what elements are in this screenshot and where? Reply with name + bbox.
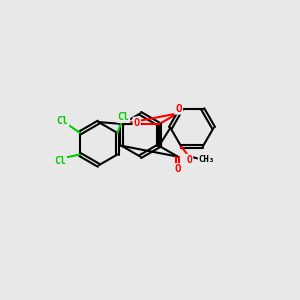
Text: Cl: Cl: [54, 156, 66, 166]
Text: CH₃: CH₃: [199, 154, 215, 164]
Text: O: O: [175, 103, 182, 114]
Text: Cl: Cl: [57, 116, 68, 126]
Text: Cl: Cl: [118, 112, 129, 122]
Text: O: O: [134, 118, 140, 128]
Text: O: O: [174, 164, 181, 174]
Text: O: O: [186, 155, 192, 165]
